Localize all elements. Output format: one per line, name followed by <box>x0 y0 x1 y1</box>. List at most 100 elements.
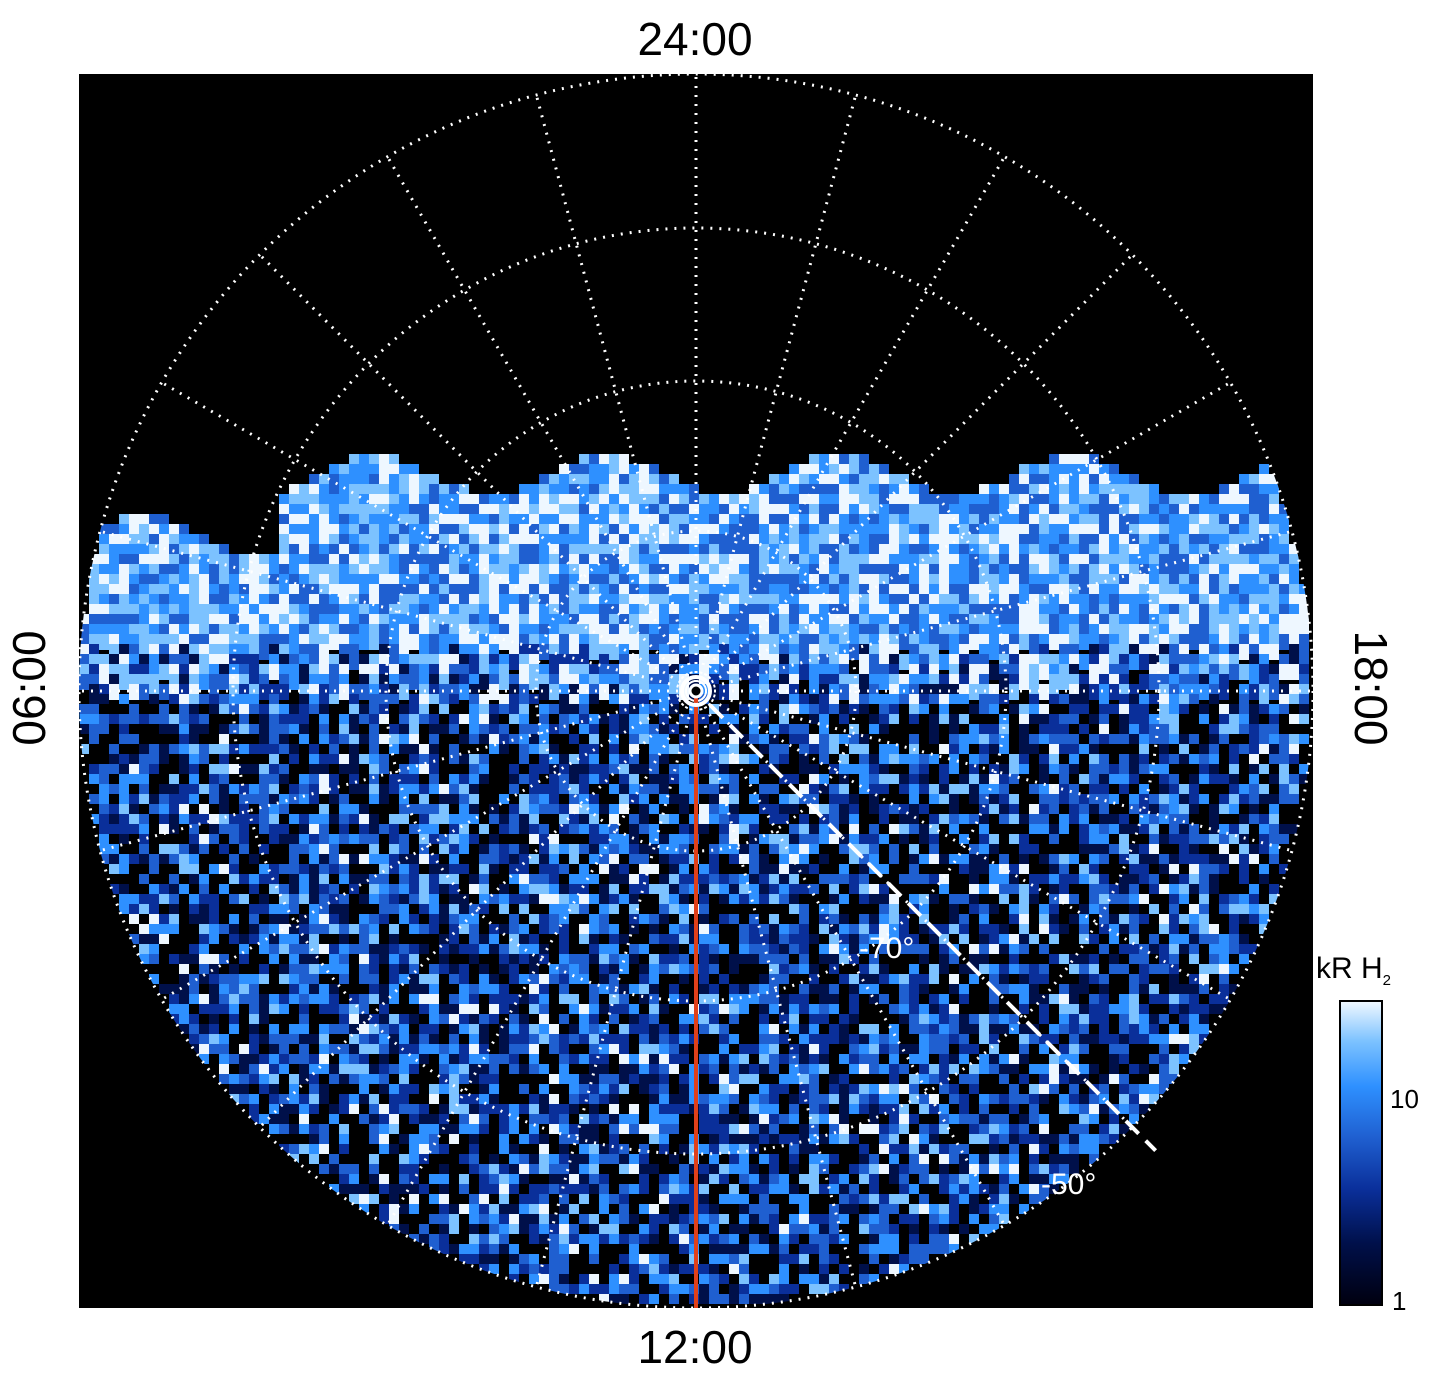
heatmap-cell <box>979 644 989 660</box>
heatmap-cell <box>379 894 389 904</box>
heatmap-cell <box>139 744 149 754</box>
heatmap-cell <box>639 704 649 714</box>
heatmap-cell <box>959 734 969 744</box>
heatmap-cell <box>719 844 729 854</box>
heatmap-cell <box>1039 944 1049 954</box>
heatmap-cell <box>259 574 269 590</box>
heatmap-cell <box>669 544 679 560</box>
heatmap-cell <box>249 994 259 1004</box>
heatmap-cell <box>739 934 749 944</box>
heatmap-cell <box>1219 894 1229 904</box>
heatmap-cell <box>639 654 649 670</box>
heatmap-cell <box>1189 774 1199 784</box>
heatmap-cell <box>969 614 979 630</box>
heatmap-cell <box>979 514 989 530</box>
heatmap-cell <box>1119 584 1129 600</box>
heatmap-cell <box>1259 564 1269 580</box>
heatmap-cell <box>639 554 649 570</box>
heatmap-cell <box>399 884 409 894</box>
heatmap-cell <box>1109 684 1119 700</box>
heatmap-cell <box>1019 974 1029 984</box>
heatmap-cell <box>659 754 669 764</box>
heatmap-cell <box>1139 844 1149 854</box>
heatmap-cell <box>389 814 399 824</box>
heatmap-cell <box>1089 754 1099 764</box>
heatmap-cell <box>829 654 839 670</box>
heatmap-cell <box>919 854 929 864</box>
heatmap-cell <box>79 664 89 680</box>
heatmap-cell <box>629 624 639 640</box>
heatmap-cell <box>309 974 319 984</box>
heatmap-cell <box>489 724 499 734</box>
heatmap-cell <box>249 624 259 640</box>
heatmap-cell <box>1179 884 1189 894</box>
heatmap-cell <box>759 704 769 714</box>
heatmap-cell <box>539 604 549 620</box>
heatmap-cell <box>1189 614 1199 630</box>
heatmap-cell <box>279 594 289 610</box>
heatmap-cell <box>339 804 349 814</box>
heatmap-cell <box>1049 584 1059 600</box>
heatmap-cell <box>719 894 729 904</box>
heatmap-cell <box>749 794 759 804</box>
heatmap-cell <box>889 934 899 944</box>
heatmap-cell <box>1179 984 1189 994</box>
heatmap-cell <box>199 714 209 724</box>
heatmap-cell <box>719 614 729 630</box>
heatmap-cell <box>1259 574 1269 590</box>
heatmap-cell <box>1059 774 1069 784</box>
heatmap-cell <box>279 794 289 804</box>
heatmap-cell <box>79 654 89 670</box>
heatmap-cell <box>79 674 89 690</box>
heatmap-cell <box>1269 524 1279 540</box>
heatmap-cell <box>839 924 849 934</box>
heatmap-cell <box>369 664 379 680</box>
heatmap-cell <box>649 934 659 944</box>
heatmap-cell <box>1229 524 1239 540</box>
heatmap-cell <box>649 754 659 764</box>
heatmap-cell <box>489 674 499 690</box>
heatmap-cell <box>1269 614 1279 630</box>
heatmap-cell <box>399 834 409 844</box>
heatmap-cell <box>839 764 849 774</box>
heatmap-cell <box>469 604 479 620</box>
heatmap-cell <box>429 624 439 640</box>
heatmap-cell <box>1169 754 1179 764</box>
heatmap-cell <box>539 854 549 864</box>
heatmap-cell <box>1179 754 1189 764</box>
heatmap-cell <box>579 694 589 704</box>
heatmap-cell <box>289 754 299 764</box>
heatmap-cell <box>439 874 449 884</box>
heatmap-cell <box>559 654 569 670</box>
heatmap-cell <box>1039 514 1049 530</box>
heatmap-cell <box>999 504 1009 520</box>
heatmap-cell <box>339 764 349 774</box>
heatmap-cell <box>819 804 829 814</box>
heatmap-cell <box>939 794 949 804</box>
heatmap-cell <box>559 584 569 600</box>
heatmap-cell <box>149 794 159 804</box>
heatmap-cell <box>789 944 799 954</box>
heatmap-cell <box>269 914 279 924</box>
heatmap-cell <box>459 734 469 744</box>
heatmap-cell <box>999 744 1009 754</box>
heatmap-cell <box>1169 504 1179 520</box>
heatmap-cell <box>699 884 709 894</box>
heatmap-cell <box>669 904 679 914</box>
heatmap-cell <box>689 494 699 510</box>
heatmap-cell <box>809 784 819 794</box>
heatmap-cell <box>1069 874 1079 884</box>
heatmap-cell <box>789 574 799 590</box>
heatmap-cell <box>1179 894 1189 904</box>
heatmap-cell <box>579 824 589 834</box>
heatmap-cell <box>509 864 519 874</box>
heatmap-cell <box>469 794 479 804</box>
heatmap-cell <box>699 754 709 764</box>
heatmap-cell <box>189 604 199 620</box>
heatmap-cell <box>759 744 769 754</box>
heatmap-cell <box>1279 514 1289 530</box>
heatmap-cell <box>659 894 669 904</box>
heatmap-cell <box>1169 774 1179 784</box>
heatmap-cell <box>799 964 809 974</box>
heatmap-cell <box>889 974 899 984</box>
